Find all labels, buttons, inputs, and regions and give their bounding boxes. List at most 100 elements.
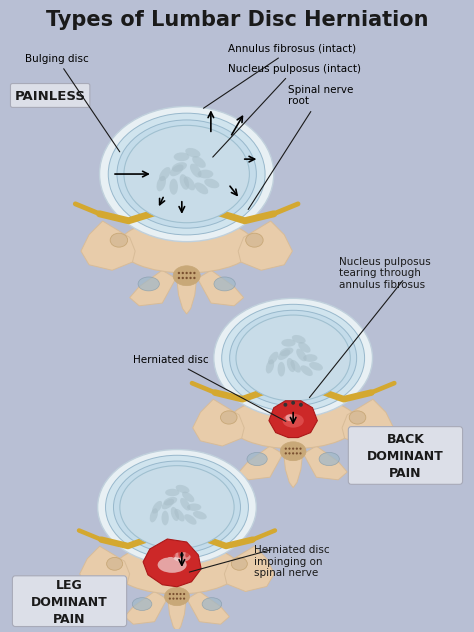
Ellipse shape xyxy=(173,152,190,161)
Text: Bulging disc: Bulging disc xyxy=(25,54,120,152)
Ellipse shape xyxy=(202,598,222,611)
Text: Spinal nerve
root: Spinal nerve root xyxy=(248,85,354,209)
Ellipse shape xyxy=(165,489,180,496)
Circle shape xyxy=(283,403,287,407)
Circle shape xyxy=(292,447,294,450)
Ellipse shape xyxy=(185,547,192,557)
Circle shape xyxy=(193,277,196,279)
Text: Annulus fibrosus (intact): Annulus fibrosus (intact) xyxy=(203,44,356,108)
Ellipse shape xyxy=(172,162,187,172)
Ellipse shape xyxy=(170,164,183,176)
Ellipse shape xyxy=(214,298,373,418)
Ellipse shape xyxy=(236,315,350,401)
Circle shape xyxy=(285,447,287,450)
Ellipse shape xyxy=(190,164,201,178)
Ellipse shape xyxy=(174,509,185,521)
Ellipse shape xyxy=(164,497,177,506)
Ellipse shape xyxy=(121,467,233,547)
Polygon shape xyxy=(193,399,244,446)
Ellipse shape xyxy=(162,511,169,525)
Ellipse shape xyxy=(152,501,162,514)
Circle shape xyxy=(190,272,191,274)
Polygon shape xyxy=(187,592,229,624)
Ellipse shape xyxy=(176,485,190,493)
Ellipse shape xyxy=(220,411,237,424)
Ellipse shape xyxy=(192,156,206,168)
Ellipse shape xyxy=(164,587,190,605)
Circle shape xyxy=(288,453,291,454)
Ellipse shape xyxy=(120,466,234,549)
Ellipse shape xyxy=(143,140,230,208)
Ellipse shape xyxy=(178,546,183,558)
Circle shape xyxy=(185,272,188,274)
Ellipse shape xyxy=(110,233,128,247)
Circle shape xyxy=(296,447,298,450)
Polygon shape xyxy=(176,270,198,314)
Circle shape xyxy=(173,597,174,600)
Ellipse shape xyxy=(156,176,166,191)
Ellipse shape xyxy=(309,362,323,370)
Circle shape xyxy=(291,401,295,404)
Ellipse shape xyxy=(135,133,239,215)
Ellipse shape xyxy=(119,218,255,273)
FancyBboxPatch shape xyxy=(12,576,127,626)
Circle shape xyxy=(185,277,188,279)
Circle shape xyxy=(182,272,184,274)
Circle shape xyxy=(176,593,178,595)
Ellipse shape xyxy=(283,414,304,428)
Ellipse shape xyxy=(266,360,274,374)
Ellipse shape xyxy=(171,507,179,521)
Ellipse shape xyxy=(282,339,296,347)
Polygon shape xyxy=(130,270,176,306)
Ellipse shape xyxy=(349,411,366,424)
Polygon shape xyxy=(269,401,318,437)
Ellipse shape xyxy=(107,557,123,570)
Circle shape xyxy=(178,277,180,279)
Circle shape xyxy=(180,593,182,595)
Polygon shape xyxy=(198,270,244,306)
Ellipse shape xyxy=(292,335,306,344)
Ellipse shape xyxy=(162,499,174,509)
Circle shape xyxy=(285,453,287,454)
Circle shape xyxy=(183,597,185,600)
Ellipse shape xyxy=(173,552,191,562)
Ellipse shape xyxy=(158,557,187,573)
Ellipse shape xyxy=(291,360,301,373)
Ellipse shape xyxy=(285,414,295,421)
Polygon shape xyxy=(342,399,393,446)
Ellipse shape xyxy=(138,277,159,291)
Text: Types of Lumbar Disc Herniation: Types of Lumbar Disc Herniation xyxy=(46,10,428,30)
Ellipse shape xyxy=(278,362,285,377)
Circle shape xyxy=(299,403,303,407)
Text: PAINLESS: PAINLESS xyxy=(15,90,86,103)
Ellipse shape xyxy=(150,508,158,523)
Text: Herniated disc: Herniated disc xyxy=(133,355,286,422)
Ellipse shape xyxy=(183,176,195,190)
Text: Nucleus pulposus (intact): Nucleus pulposus (intact) xyxy=(213,64,361,157)
Ellipse shape xyxy=(106,455,248,559)
Ellipse shape xyxy=(159,167,171,181)
Ellipse shape xyxy=(254,328,333,388)
Ellipse shape xyxy=(287,358,295,372)
Circle shape xyxy=(183,593,185,595)
Circle shape xyxy=(169,593,171,595)
Polygon shape xyxy=(283,446,303,488)
Ellipse shape xyxy=(117,120,256,228)
Ellipse shape xyxy=(237,316,349,400)
Ellipse shape xyxy=(124,125,249,222)
Polygon shape xyxy=(143,539,201,586)
Ellipse shape xyxy=(108,113,265,235)
Circle shape xyxy=(288,447,291,450)
Ellipse shape xyxy=(193,511,207,520)
Circle shape xyxy=(178,272,180,274)
Ellipse shape xyxy=(163,546,168,557)
Polygon shape xyxy=(125,592,167,624)
Text: Herniated disc
impinging on
spinal nerve: Herniated disc impinging on spinal nerve xyxy=(255,545,330,578)
Ellipse shape xyxy=(229,310,356,406)
Circle shape xyxy=(300,447,301,450)
Ellipse shape xyxy=(280,442,306,461)
Circle shape xyxy=(300,453,301,454)
Ellipse shape xyxy=(246,233,263,247)
Ellipse shape xyxy=(246,322,341,394)
Ellipse shape xyxy=(231,557,247,570)
